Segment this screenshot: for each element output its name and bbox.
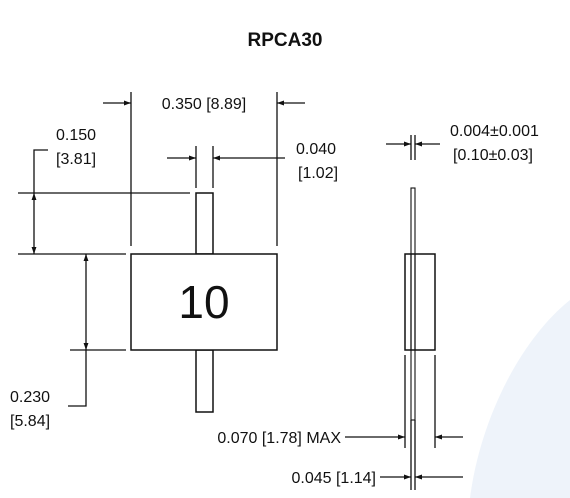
- bottom-lead: [195, 349, 214, 413]
- drawing-title: RPCA30: [248, 30, 323, 51]
- overall-length-label: 0.350 [8.89]: [162, 96, 247, 113]
- lead-width-mm-label: [1.02]: [298, 165, 338, 182]
- body-thickness-label: 0.070 [1.78] MAX: [217, 430, 341, 447]
- dim-body-height: 0.230 [5.84]: [10, 254, 126, 430]
- body-height-mm-label: [5.84]: [10, 413, 50, 430]
- component-body: [130, 253, 278, 351]
- side-body: [404, 253, 436, 351]
- background-watermark: [470, 300, 570, 498]
- dim-body-thickness: 0.070 [1.78] MAX: [217, 355, 463, 448]
- top-lead: [195, 192, 214, 255]
- front-view: 10: [130, 192, 278, 413]
- dim-lead-extension: 0.150 [3.81]: [18, 127, 190, 255]
- dim-lead-thickness: 0.004±0.001 [0.10±0.03]: [386, 123, 539, 164]
- lead-extension-inch-label: 0.150: [56, 127, 96, 144]
- lead-spacing-label: 0.045 [1.14]: [291, 470, 376, 487]
- body-height-inch-label: 0.230: [10, 389, 50, 406]
- side-view: [404, 135, 436, 421]
- lead-thickness-inch-label: 0.004±0.001: [450, 123, 539, 140]
- dim-overall-length: 0.350 [8.89]: [103, 92, 305, 246]
- lead-width-inch-label: 0.040: [296, 141, 336, 158]
- lead-extension-mm-label: [3.81]: [56, 151, 96, 168]
- dim-lead-spacing: 0.045 [1.14]: [291, 420, 463, 490]
- lead-thickness-mm-label: [0.10±0.03]: [453, 147, 533, 164]
- body-marking: 10: [178, 276, 229, 328]
- dim-lead-width: 0.040 [1.02]: [167, 141, 338, 188]
